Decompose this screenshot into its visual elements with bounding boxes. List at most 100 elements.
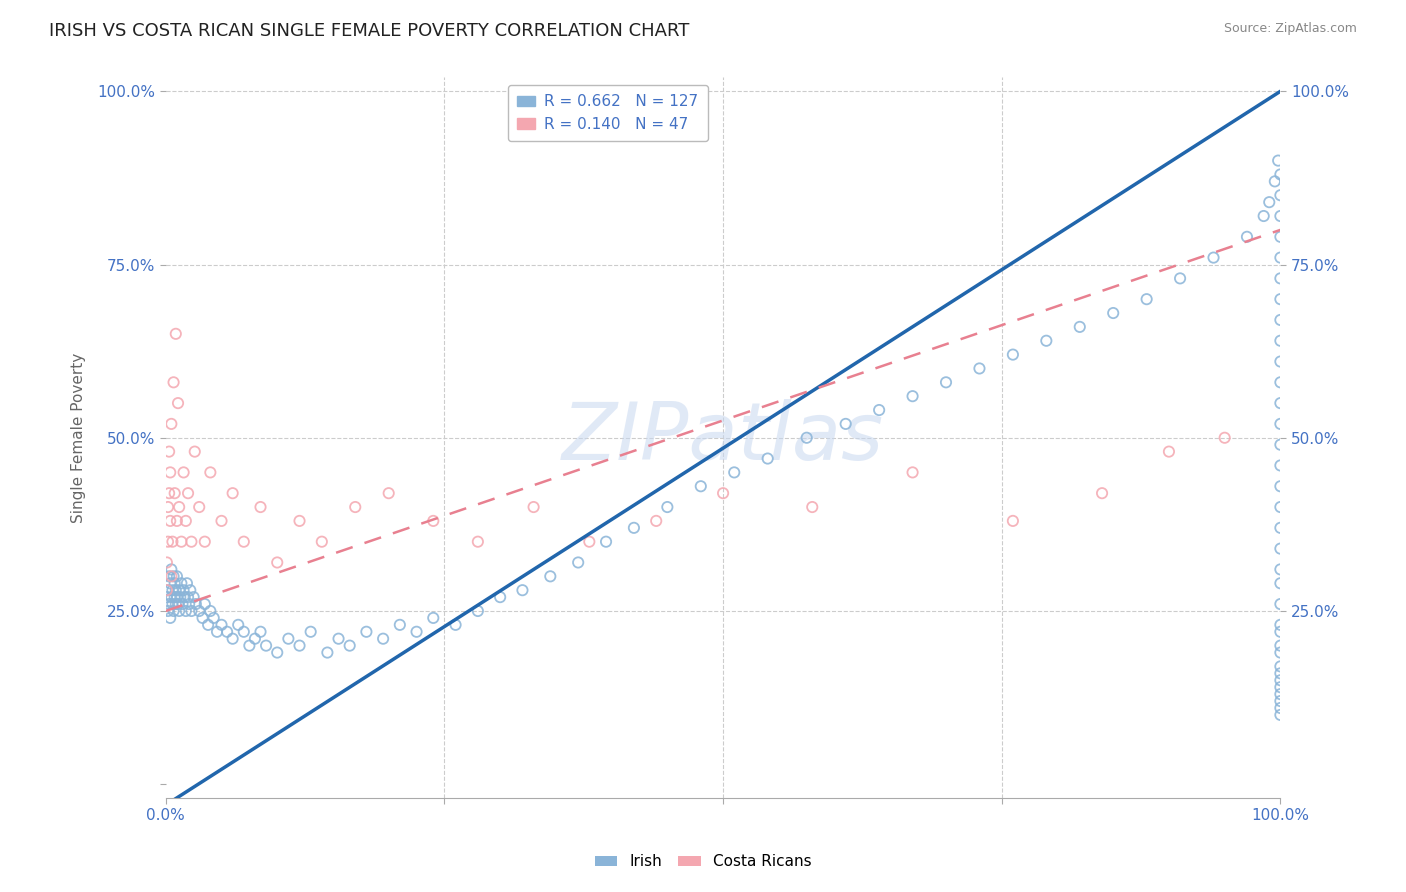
Point <box>1267 153 1289 168</box>
Point <box>162 597 184 611</box>
Point <box>172 597 194 611</box>
Point <box>266 556 288 570</box>
Point <box>184 597 207 611</box>
Point <box>1270 354 1292 368</box>
Point <box>1069 319 1091 334</box>
Point <box>1270 229 1292 244</box>
Point <box>868 403 890 417</box>
Point <box>232 534 254 549</box>
Point <box>156 556 179 570</box>
Point <box>1270 438 1292 452</box>
Point <box>901 389 924 403</box>
Point <box>1035 334 1057 348</box>
Point <box>1270 562 1292 576</box>
Point <box>179 597 201 611</box>
Point <box>1270 313 1292 327</box>
Point <box>388 617 411 632</box>
Point <box>157 597 180 611</box>
Point <box>160 569 183 583</box>
Point <box>467 534 489 549</box>
Point <box>1270 251 1292 265</box>
Point <box>249 500 271 514</box>
Legend: R = 0.662   N = 127, R = 0.140   N = 47: R = 0.662 N = 127, R = 0.140 N = 47 <box>508 85 707 141</box>
Point <box>1270 292 1292 306</box>
Point <box>935 376 957 390</box>
Point <box>328 632 350 646</box>
Point <box>1270 624 1292 639</box>
Point <box>167 597 190 611</box>
Point <box>1270 707 1292 722</box>
Point <box>1102 306 1125 320</box>
Point <box>221 486 243 500</box>
Point <box>1136 292 1159 306</box>
Text: IRISH VS COSTA RICAN SINGLE FEMALE POVERTY CORRELATION CHART: IRISH VS COSTA RICAN SINGLE FEMALE POVER… <box>49 22 689 40</box>
Point <box>277 632 299 646</box>
Point <box>1270 576 1292 591</box>
Point <box>157 486 180 500</box>
Point <box>1202 251 1225 265</box>
Point <box>1091 486 1114 500</box>
Point <box>160 590 183 604</box>
Point <box>202 611 225 625</box>
Point <box>183 590 205 604</box>
Point <box>657 500 679 514</box>
Point <box>163 576 186 591</box>
Point <box>723 466 745 480</box>
Point <box>173 590 195 604</box>
Point <box>211 514 233 528</box>
Point <box>211 617 233 632</box>
Point <box>1264 174 1286 188</box>
Point <box>1270 701 1292 715</box>
Point <box>645 514 668 528</box>
Point <box>180 604 202 618</box>
Legend: Irish, Costa Ricans: Irish, Costa Ricans <box>589 848 817 875</box>
Point <box>217 624 239 639</box>
Point <box>159 576 181 591</box>
Point <box>200 604 222 618</box>
Point <box>243 632 266 646</box>
Point <box>170 576 193 591</box>
Point <box>162 376 184 390</box>
Point <box>1270 458 1292 473</box>
Point <box>194 534 217 549</box>
Point <box>1270 479 1292 493</box>
Point <box>1270 680 1292 694</box>
Point <box>405 624 427 639</box>
Point <box>157 569 180 583</box>
Point <box>159 466 181 480</box>
Point <box>221 632 243 646</box>
Text: Source: ZipAtlas.com: Source: ZipAtlas.com <box>1223 22 1357 36</box>
Point <box>160 417 183 431</box>
Point <box>1270 396 1292 410</box>
Point <box>299 624 322 639</box>
Point <box>173 583 195 598</box>
Point <box>756 451 779 466</box>
Point <box>177 590 200 604</box>
Point <box>169 590 191 604</box>
Point <box>1001 348 1024 362</box>
Point <box>1270 168 1292 182</box>
Point <box>1270 417 1292 431</box>
Point <box>1270 271 1292 285</box>
Point <box>177 486 200 500</box>
Point <box>162 569 184 583</box>
Point <box>188 500 211 514</box>
Point <box>595 534 617 549</box>
Point <box>801 500 824 514</box>
Point <box>232 624 254 639</box>
Point <box>165 597 187 611</box>
Point <box>1270 500 1292 514</box>
Point <box>834 417 856 431</box>
Point <box>1270 376 1292 390</box>
Point <box>1270 334 1292 348</box>
Point <box>254 639 277 653</box>
Point <box>166 569 188 583</box>
Point <box>176 576 198 591</box>
Point <box>316 646 339 660</box>
Point <box>1253 209 1275 223</box>
Point <box>1157 444 1180 458</box>
Point <box>1270 646 1292 660</box>
Point <box>205 624 228 639</box>
Point <box>288 639 311 653</box>
Point <box>226 617 249 632</box>
